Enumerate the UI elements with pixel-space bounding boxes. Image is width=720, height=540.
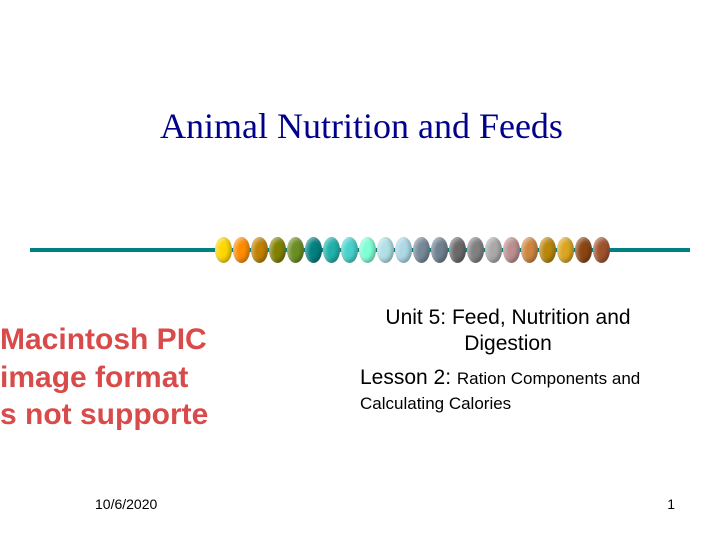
divider-bead — [467, 237, 484, 263]
lesson-prefix: Lesson 2: — [360, 366, 457, 389]
divider-bead — [557, 237, 574, 263]
divider-bead — [485, 237, 502, 263]
divider — [30, 236, 690, 264]
lesson-heading: Lesson 2: Ration Components and Calculat… — [360, 365, 660, 415]
divider-bead — [251, 237, 268, 263]
divider-bead — [305, 237, 322, 263]
divider-bead — [323, 237, 340, 263]
unit-heading: Unit 5: Feed, Nutrition and Digestion — [358, 305, 658, 358]
error-line-1: Macintosh PIC — [0, 321, 250, 359]
divider-bead — [341, 237, 358, 263]
footer-page-number: 1 — [667, 496, 675, 512]
divider-bead — [575, 237, 592, 263]
divider-bead — [539, 237, 556, 263]
divider-bead — [593, 237, 610, 263]
divider-bead — [503, 237, 520, 263]
divider-bead — [215, 237, 232, 263]
divider-bead — [287, 237, 304, 263]
slide-title: Animal Nutrition and Feeds — [160, 105, 563, 147]
footer-date: 10/6/2020 — [95, 496, 157, 512]
divider-bead — [431, 237, 448, 263]
error-line-2: image format — [0, 359, 250, 397]
divider-bead — [449, 237, 466, 263]
divider-bead — [413, 237, 430, 263]
divider-bead — [377, 237, 394, 263]
error-line-3: s not supporte — [0, 396, 250, 434]
unsupported-image-placeholder: Macintosh PIC image format s not support… — [0, 321, 250, 434]
divider-beads — [215, 236, 610, 264]
divider-bead — [359, 237, 376, 263]
divider-bead — [521, 237, 538, 263]
divider-bead — [233, 237, 250, 263]
divider-bead — [395, 237, 412, 263]
divider-bead — [269, 237, 286, 263]
